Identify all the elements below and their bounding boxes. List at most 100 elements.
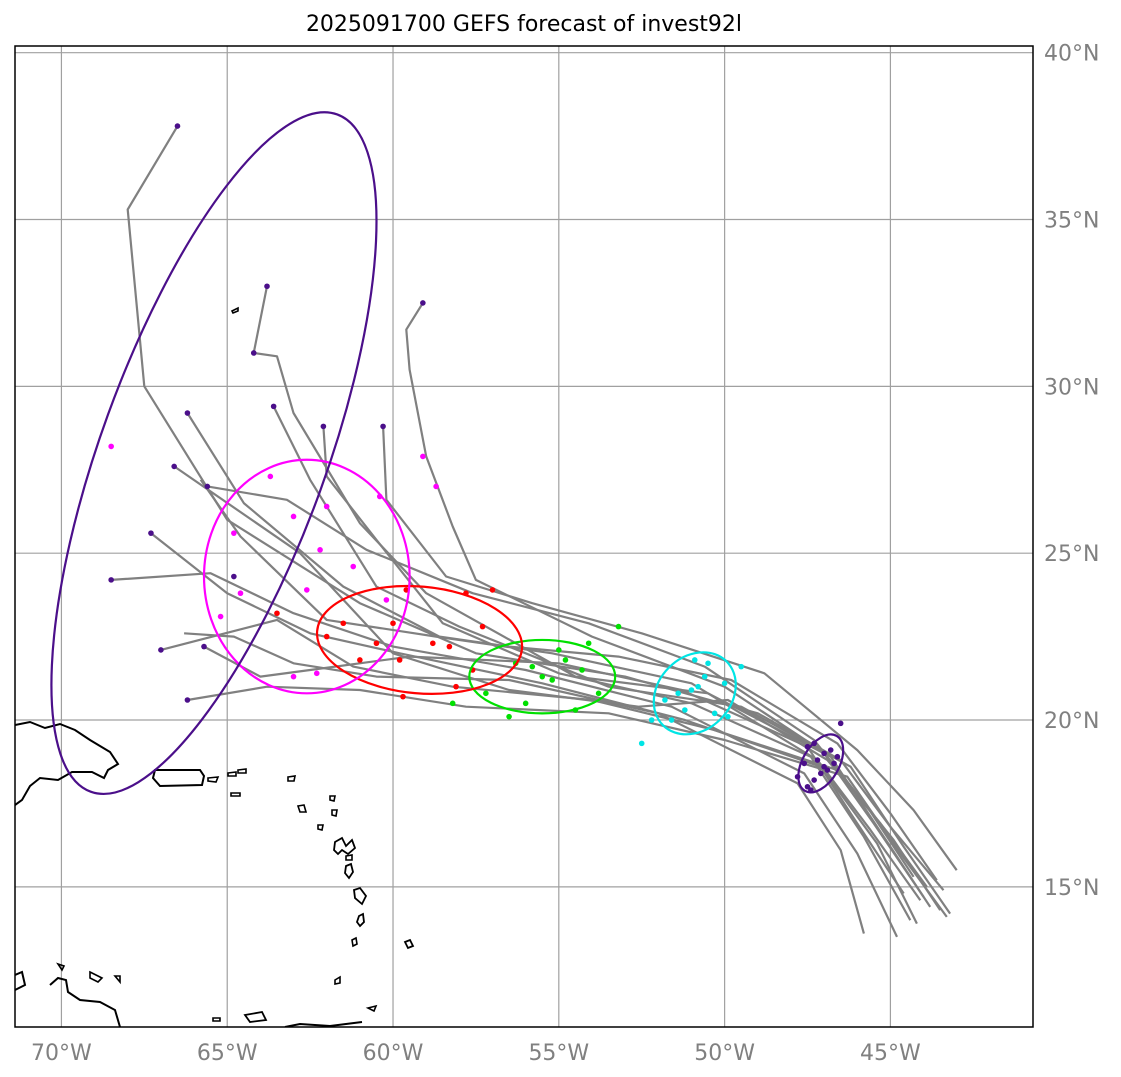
forecast-point-day5 <box>317 547 323 553</box>
forecast-point-day2 <box>695 683 701 690</box>
uncertainty-ellipses <box>50 111 845 796</box>
south-america-coast <box>15 970 27 991</box>
lon-tick-label: 50°W <box>694 1041 755 1066</box>
coastlines <box>15 306 415 1027</box>
forecast-point-day2 <box>675 690 681 697</box>
island <box>56 962 66 972</box>
lat-tick-label: 35°N <box>1044 209 1099 234</box>
ellipse-day6 <box>50 111 378 796</box>
forecast-point-day4 <box>340 620 347 627</box>
forecast-point-day1 <box>814 757 821 763</box>
forecast-point-day1 <box>801 760 807 767</box>
forecast-points <box>108 123 844 793</box>
forecast-point-day1 <box>804 783 811 790</box>
lat-tick-label: 15°N <box>1044 876 1099 901</box>
forecast-point-day5 <box>237 590 244 597</box>
island <box>237 768 247 774</box>
ensemble-track <box>203 645 905 895</box>
ensemble-track <box>207 485 915 878</box>
ellipse-day2 <box>652 651 737 736</box>
forecast-point-day6 <box>204 483 211 490</box>
forecast-point-day6 <box>184 410 191 416</box>
forecast-point-day3 <box>483 690 489 697</box>
gridlines <box>15 46 1033 1027</box>
ensemble-track <box>184 632 865 934</box>
lat-tick-label: 40°N <box>1044 42 1099 67</box>
forecast-point-day1 <box>837 720 844 727</box>
ensemble-track <box>126 125 945 891</box>
ensemble-track <box>187 685 948 918</box>
forecast-point-day5 <box>290 673 297 680</box>
ellipse-day4 <box>315 584 524 695</box>
lon-tick-label: 45°W <box>860 1041 921 1066</box>
forecast-point-day5 <box>231 530 237 536</box>
forecast-point-day5 <box>304 587 310 593</box>
forecast-point-day5 <box>313 670 320 677</box>
forecast-point-day3 <box>539 673 546 680</box>
south-america-coast <box>49 976 121 1027</box>
forecast-point-day6 <box>250 350 257 356</box>
forecast-point-day2 <box>701 673 708 680</box>
forecast-point-day2 <box>662 697 668 703</box>
forecast-point-day4 <box>357 657 363 663</box>
forecast-point-day1 <box>817 770 824 777</box>
island <box>230 792 241 797</box>
forecast-point-day2 <box>738 663 744 670</box>
forecast-point-day6 <box>201 643 207 650</box>
forecast-point-day4 <box>396 657 403 663</box>
forecast-point-day5 <box>217 613 224 620</box>
ensemble-track <box>186 412 938 881</box>
island <box>212 1017 221 1022</box>
island <box>207 776 220 783</box>
forecast-point-day3 <box>579 667 585 673</box>
forecast-point-day6 <box>184 697 191 703</box>
forecast-point-day5 <box>350 563 357 570</box>
forecast-point-day4 <box>390 620 396 627</box>
lat-tick-label: 30°N <box>1044 375 1099 400</box>
trinidad-coast <box>243 1010 268 1023</box>
forecast-point-day1 <box>831 760 837 767</box>
forecast-point-day4 <box>323 633 330 640</box>
forecast-point-day5 <box>323 503 330 510</box>
forecast-point-day6 <box>171 463 177 470</box>
ellipse-day5 <box>202 458 411 695</box>
forecast-point-day5 <box>267 473 274 480</box>
ensemble-track <box>322 426 912 921</box>
puerto-rico-coast <box>151 769 206 788</box>
forecast-point-day6 <box>174 123 181 129</box>
forecast-point-day4 <box>400 693 406 700</box>
forecast-point-day5 <box>433 483 439 490</box>
forecast-point-day3 <box>595 690 602 697</box>
st-lucia-coast <box>355 912 365 928</box>
longitude-tick-labels: 70°W 65°W 60°W 55°W 50°W 45°W <box>31 1041 921 1066</box>
forecast-point-day5 <box>383 597 390 603</box>
forecast-point-day6 <box>420 300 426 306</box>
forecast-point-day4 <box>373 640 380 647</box>
forecast-point-day3 <box>549 677 555 683</box>
hispaniola-coast <box>15 720 120 806</box>
island <box>89 970 104 983</box>
forecast-point-day3 <box>562 657 569 663</box>
forecast-point-day2 <box>705 660 711 667</box>
forecast-point-day4 <box>274 610 280 617</box>
latitude-tick-labels: 40°N 35°N 30°N 25°N 20°N 15°N <box>1044 42 1099 901</box>
island <box>334 975 341 985</box>
ensemble-track <box>111 572 898 938</box>
island <box>365 1004 378 1013</box>
south-america-coast <box>284 1021 363 1027</box>
forecast-point-day2 <box>688 687 695 693</box>
island <box>317 824 324 831</box>
forecast-point-day2 <box>668 717 675 723</box>
forecast-point-day2 <box>691 657 698 663</box>
ensemble-track <box>150 532 918 925</box>
forecast-point-day1 <box>821 763 827 770</box>
lat-tick-label: 25°N <box>1044 542 1099 567</box>
lon-tick-label: 70°W <box>31 1041 92 1066</box>
island <box>351 936 358 948</box>
forecast-point-day2 <box>721 680 728 687</box>
martinique-coast <box>353 886 368 906</box>
forecast-point-day5 <box>420 453 426 460</box>
forecast-point-day6 <box>148 530 154 536</box>
forecast-point-day1 <box>827 747 834 753</box>
forecast-point-day6 <box>231 573 237 580</box>
